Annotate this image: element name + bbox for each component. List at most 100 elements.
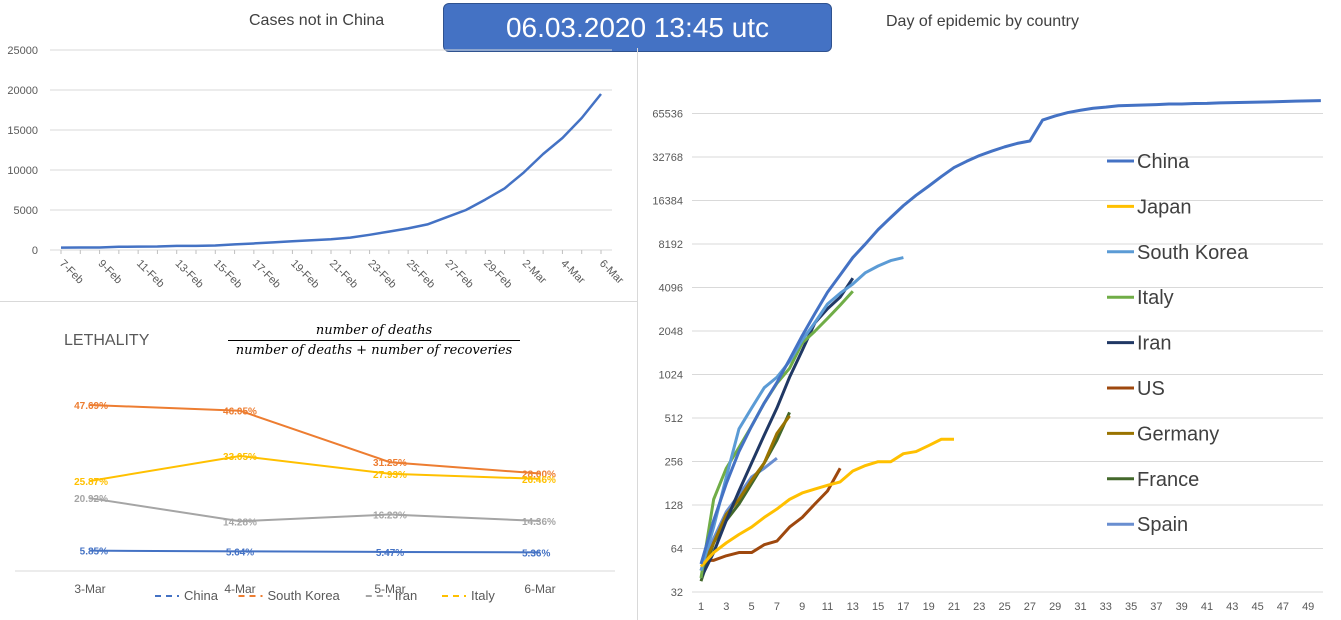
x-tick-label: 23 [973, 601, 985, 613]
y-tick-label: 256 [665, 457, 683, 469]
x-tick-label: 11-Feb [134, 258, 167, 291]
lethality-chart: 3-Mar 4-Mar 5-Mar 6-Mar 5.85% 5.64% 5.47% 5.36%… [15, 401, 615, 603]
y-tick-label: 128 [665, 500, 683, 512]
lethality-series-line [89, 549, 541, 554]
epidemic-series-line [699, 414, 791, 572]
x-tick-label: 9-Feb [95, 258, 124, 287]
x-tick-label: 17-Feb [250, 258, 283, 291]
x-tick-label: 45 [1251, 601, 1263, 613]
panel-divider-vertical [637, 48, 638, 620]
legend-label: Spain [1137, 514, 1188, 536]
data-label: 47.69% [74, 401, 108, 412]
formula-denominator: number of deaths + number of recoveries [235, 343, 513, 358]
y-tick-label: 16384 [652, 196, 683, 208]
x-tick-label: 41 [1201, 601, 1213, 613]
data-label: 14.28% [223, 517, 257, 528]
y-tick-label: 0 [32, 245, 38, 257]
y-tick-label: 8192 [659, 239, 683, 251]
y-tick-label: 25000 [7, 45, 38, 57]
legend-label: Italy [471, 588, 495, 603]
x-tick-label: 6-Mar [597, 258, 626, 287]
x-tick-label: 29 [1049, 601, 1061, 613]
data-label: 16.23% [373, 511, 407, 522]
data-label: 5.85% [80, 547, 108, 558]
data-label: 28.00% [522, 470, 556, 481]
legend-label: South Korea [1137, 242, 1249, 264]
data-label: 46.05% [223, 407, 257, 418]
x-tick-label: 21-Feb [327, 258, 360, 291]
epidemic-series-line [699, 277, 855, 579]
y-tick-label: 65536 [652, 109, 683, 121]
y-tick-label: 10000 [7, 165, 38, 177]
x-tick-label: 15 [872, 601, 884, 613]
y-tick-label: 1024 [659, 370, 683, 382]
y-tick-label: 32768 [652, 152, 683, 164]
data-label: 31.25% [373, 458, 407, 469]
x-tick-label: 5 [749, 601, 755, 613]
x-tick-label: 47 [1277, 601, 1289, 613]
x-tick-label: 7 [774, 601, 780, 613]
legend-label: Germany [1137, 423, 1219, 445]
x-tick-label: 31 [1074, 601, 1086, 613]
x-tick-label: 4-Mar [224, 582, 255, 596]
y-tick-label: 32 [671, 587, 683, 599]
y-tick-label: 512 [665, 413, 683, 425]
data-label: 33.05% [223, 452, 257, 463]
data-label: 25.87% [74, 477, 108, 488]
x-tick-label: 49 [1302, 601, 1314, 613]
x-tick-label: 21 [948, 601, 960, 613]
x-tick-label: 43 [1226, 601, 1238, 613]
y-tick-label: 5000 [14, 205, 38, 217]
y-tick-label: 64 [671, 544, 683, 556]
x-tick-label: 4-Mar [558, 258, 587, 287]
cases-series-line [60, 93, 602, 249]
data-label: 5.36% [522, 548, 550, 559]
x-tick-label: 5-Mar [374, 582, 405, 596]
data-label: 27.93% [373, 470, 407, 481]
lethality-series-line [89, 454, 541, 482]
legend-label: US [1137, 378, 1165, 400]
legend-label: Italy [1137, 287, 1174, 309]
legend-label: China [184, 588, 219, 603]
lethality-label: LETHALITY [64, 332, 150, 349]
y-tick-label: 15000 [7, 125, 38, 137]
lethality-formula: number of deaths number of deaths + numb… [228, 323, 520, 358]
data-label: 14.36% [522, 517, 556, 528]
epidemic-series-line [701, 467, 842, 562]
timestamp-banner: 06.03.2020 13:45 utc [443, 3, 832, 52]
panel-divider-horizontal [0, 301, 637, 302]
legend-label: South Korea [268, 588, 341, 603]
x-tick-label: 13-Feb [173, 258, 206, 291]
x-tick-label: 13 [847, 601, 859, 613]
epidemic-series-line [699, 437, 954, 568]
y-tick-label: 4096 [659, 283, 683, 295]
x-tick-label: 39 [1176, 601, 1188, 613]
x-tick-label: 7-Feb [57, 258, 86, 287]
data-label: 26.46% [522, 475, 556, 486]
x-tick-label: 35 [1125, 601, 1137, 613]
y-tick-label: 2048 [659, 326, 683, 338]
legend-label: Iran [1137, 333, 1171, 355]
data-label: 5.64% [226, 547, 254, 558]
x-tick-label: 3 [723, 601, 729, 613]
epidemic-chart: 32 64 128 256 512 1024 2048 4096 8192 16384 32768 6… [652, 99, 1323, 613]
x-tick-label: 6-Mar [524, 582, 555, 596]
x-tick-label: 29-Feb [481, 258, 514, 291]
lethality-series-line [89, 404, 541, 475]
legend-label: China [1137, 151, 1190, 173]
x-tick-label: 27 [1024, 601, 1036, 613]
formula-numerator: number of deaths [315, 323, 433, 338]
epidemic-series-line [699, 456, 778, 572]
x-tick-label: 27-Feb [443, 258, 476, 291]
formula-fraction-bar [228, 340, 520, 341]
x-tick-label: 1 [698, 601, 704, 613]
legend-label: France [1137, 469, 1199, 491]
epidemic-series-line [699, 256, 904, 572]
x-tick-label: 19 [923, 601, 935, 613]
x-tick-label: 15-Feb [211, 258, 244, 291]
x-tick-label: 11 [822, 601, 833, 613]
x-tick-label: 17 [897, 601, 909, 613]
data-label: 5.47% [376, 548, 404, 559]
x-tick-label: 37 [1150, 601, 1162, 613]
data-label: 20.92% [74, 494, 108, 505]
